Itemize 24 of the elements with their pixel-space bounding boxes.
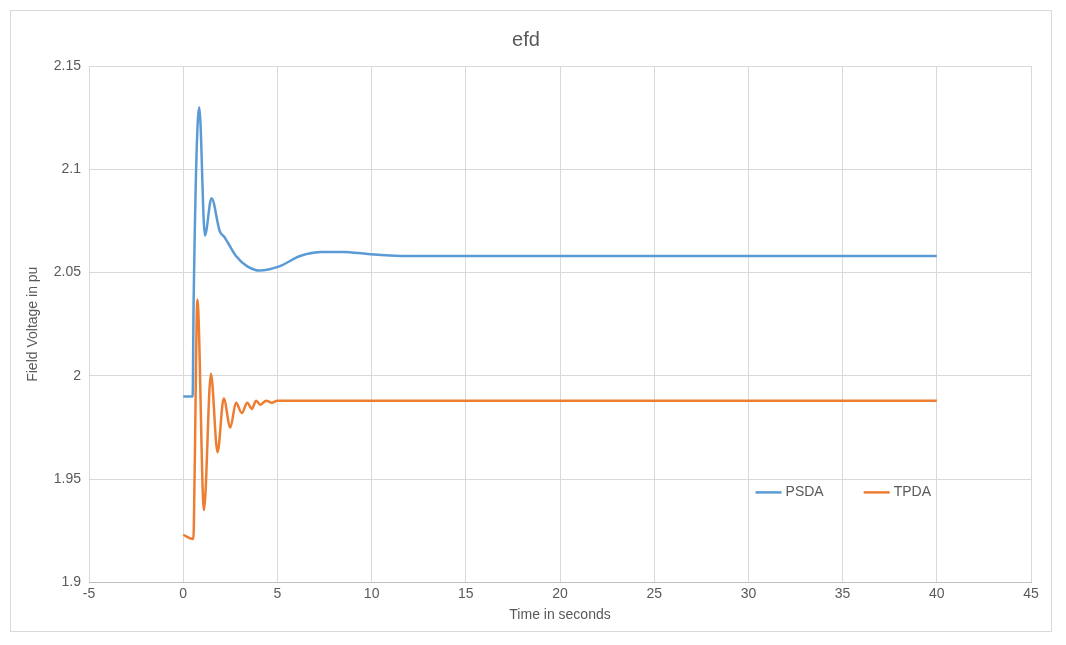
x-tick-label: 35	[834, 584, 851, 601]
y-tick-label: 2.15	[53, 56, 82, 73]
line-series	[181, 298, 939, 541]
x-tick-label: 45	[1023, 584, 1039, 601]
x-tick-label: 25	[646, 584, 663, 601]
x-tick-label: 30	[740, 584, 757, 601]
x-tick-label: -5	[82, 584, 96, 601]
y-axis-title: Field Voltage in pu	[24, 266, 41, 382]
legend-label: PSDA	[785, 483, 825, 500]
y-tick-label: 2	[73, 366, 82, 383]
x-axis-title: Time in seconds	[509, 606, 611, 623]
line-series	[181, 106, 939, 398]
x-tick-label: 5	[273, 584, 282, 601]
y-tick-label: 1.95	[53, 469, 82, 486]
x-tick-label: 15	[458, 584, 474, 601]
y-tick-label: 1.9	[61, 573, 82, 590]
x-tick-label: 10	[363, 584, 380, 601]
x-tick-label: 20	[552, 584, 569, 601]
legend-label: TPDA	[893, 483, 932, 500]
x-tick-label: 0	[179, 584, 188, 601]
y-tick-label: 2.05	[53, 263, 82, 280]
y-tick-label: 2.1	[61, 160, 82, 177]
chart-title: efd	[512, 27, 540, 50]
x-tick-label: 40	[929, 584, 945, 601]
